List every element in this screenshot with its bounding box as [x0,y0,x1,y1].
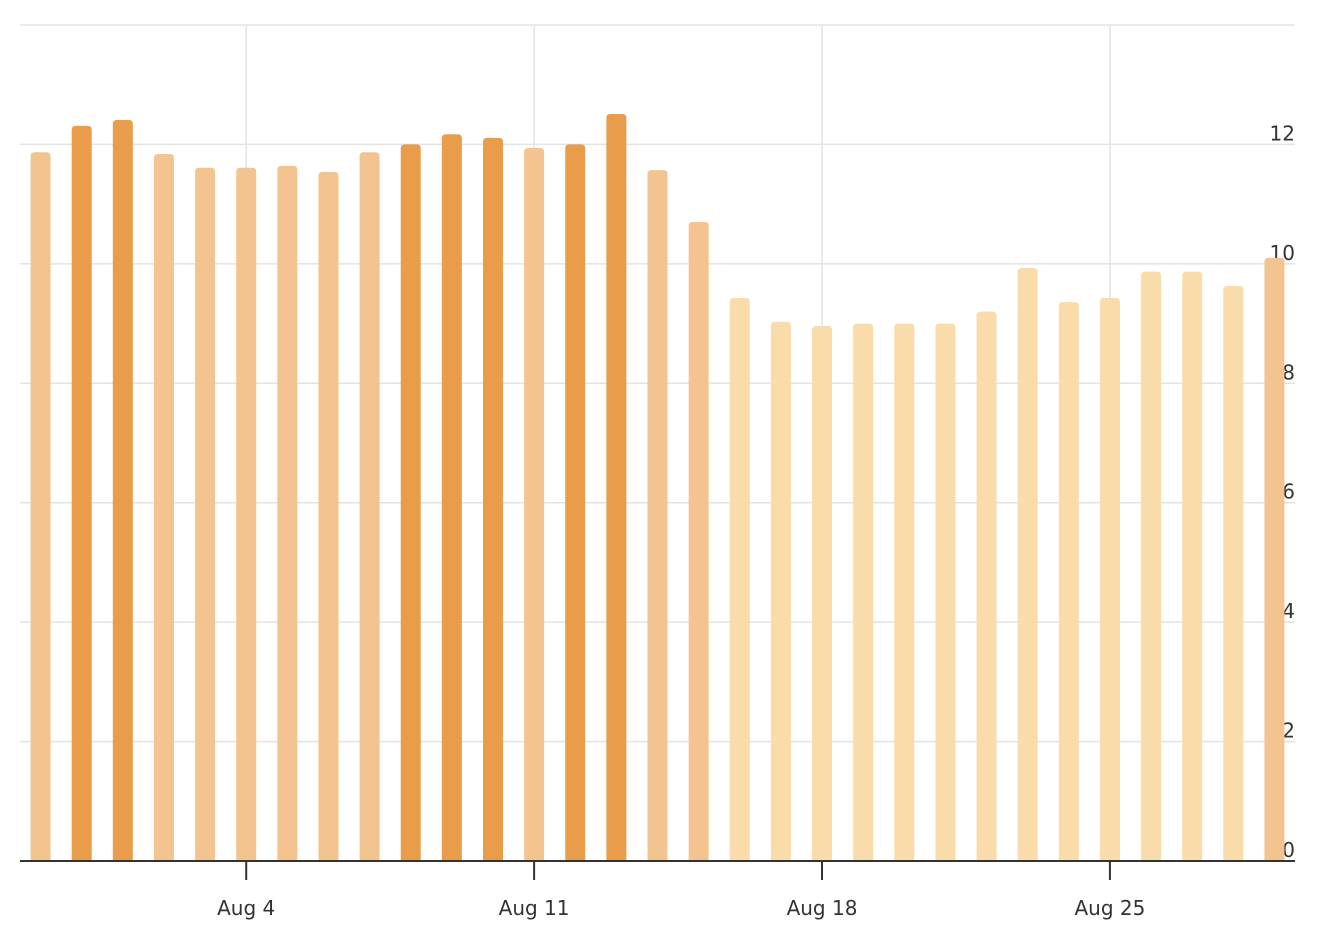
bar [195,167,216,861]
bar [30,152,51,862]
bar [853,323,874,862]
bar [1017,268,1038,862]
bar [1182,271,1203,861]
x-tick-label: Aug 11 [499,896,570,920]
y-tick-label: 12 [1270,121,1295,145]
bar [770,321,791,861]
bar [1223,285,1244,861]
bar [71,125,92,862]
bar [894,323,915,862]
bar [1141,271,1162,861]
bar [976,311,997,862]
bar [277,165,298,861]
bar [935,323,956,862]
bar [1264,257,1285,861]
y-tick-label: 2 [1282,719,1295,743]
bar [606,113,627,861]
bar [688,222,709,862]
bar [318,171,339,861]
bar [1099,297,1120,861]
x-tick-label: Aug 18 [787,896,858,920]
bar [524,148,545,862]
y-tick-label: 0 [1282,838,1295,862]
bar [112,119,133,861]
bar [482,137,503,862]
x-tick-label: Aug 25 [1074,896,1145,920]
y-tick-label: 8 [1282,360,1295,384]
x-tick-label: Aug 4 [217,896,275,920]
bar [400,144,421,861]
bar [441,134,462,861]
bar [729,297,750,861]
bar [647,170,668,861]
y-tick-label: 4 [1282,599,1295,623]
bar [565,144,586,861]
bar [236,167,257,861]
bar [812,325,833,862]
bar [1058,302,1079,861]
bar [359,152,380,862]
y-tick-label: 6 [1282,480,1295,504]
bar [153,153,174,862]
